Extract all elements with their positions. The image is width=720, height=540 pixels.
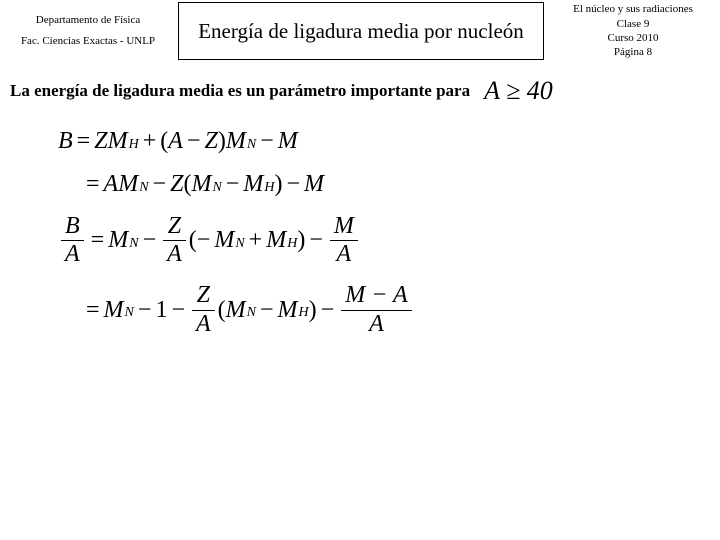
eq4-one: 1 [155, 297, 167, 324]
eq3-MN: M [108, 227, 128, 254]
eq2-minus2: − [226, 171, 240, 198]
eq3-rpar: ) [297, 227, 305, 254]
eq3-eq: = [91, 227, 105, 254]
eq3-num-B: B [61, 214, 84, 239]
eq3-num-Z: Z [164, 214, 185, 239]
eq-line-1: B = ZMH + ( A − Z ) MN − M [58, 128, 720, 155]
eq1-minus1: − [187, 128, 201, 155]
eq2-eq: = [86, 171, 100, 198]
eq3-plus: + [249, 227, 263, 254]
eq4-minus2: − [171, 297, 185, 324]
header-right: El núcleo y sus radiaciones Clase 9 Curs… [546, 0, 720, 62]
eq4-minus3: − [260, 297, 274, 324]
eq2-MH: M [243, 171, 263, 198]
eq4-subH: H [299, 305, 309, 321]
slide-title-box: Energía de ligadura media por nucleón [178, 2, 544, 60]
slide-title: Energía de ligadura media por nucleón [198, 19, 524, 44]
eq4-frac-MA: M − A A [341, 283, 411, 336]
eq4-num-MA: M − A [341, 283, 411, 308]
eq4-MN2: M [226, 297, 246, 324]
eq1-A: A [168, 128, 183, 155]
eq2-subN2: N [212, 180, 221, 196]
eq2-subN: N [139, 180, 148, 196]
course-title: El núcleo y sus radiaciones [573, 2, 693, 16]
eq-line-3: B A = MN − Z A ( − MN + MH ) − M A [58, 214, 720, 267]
eq3-subH: H [287, 236, 297, 252]
eq4-lpar: ( [218, 297, 226, 324]
eq3-frac-ZA: Z A [163, 214, 186, 267]
eq1-M: M [226, 128, 246, 155]
eq1-Z: Z [204, 128, 217, 155]
eq4-MH: M [278, 297, 298, 324]
eq4-frac-ZA: Z A [192, 283, 215, 336]
eq1-minus2: − [260, 128, 274, 155]
eq1-B: B [58, 128, 73, 155]
intro-row: La energía de ligadura media es un parám… [0, 62, 720, 112]
eq3-den-A3: A [333, 242, 356, 267]
eq1-plus: + [143, 128, 157, 155]
eq4-eq: = [86, 297, 100, 324]
eq3-neg: − [197, 227, 211, 254]
condition-math: A ≥ 40 [484, 76, 553, 106]
eq-line-4: = MN − 1 − Z A ( MN − MH ) − M − A A [82, 283, 720, 336]
course-year: Curso 2010 [607, 31, 658, 45]
eq3-MH: M [266, 227, 286, 254]
eq1-rpar: ) [218, 128, 226, 155]
dept-line: Departamento de Física [36, 13, 140, 28]
eq3-minus1: − [143, 227, 157, 254]
eq1-ZM: ZM [94, 128, 127, 155]
eq4-minus4: − [321, 297, 335, 324]
eq2-Z: Z [170, 171, 183, 198]
eq3-subN2: N [235, 236, 244, 252]
eq2-subH: H [264, 180, 274, 196]
class-number: Clase 9 [617, 17, 650, 31]
eq2-AM: AM [104, 171, 139, 198]
eq2-MN: M [191, 171, 211, 198]
eq4-minus1: − [138, 297, 152, 324]
eq3-subN: N [129, 236, 138, 252]
equation-block: B = ZMH + ( A − Z ) MN − M = AMN − Z ( M… [0, 112, 720, 337]
eq2-minus1: − [153, 171, 167, 198]
slide-header: Departamento de Física Fac. Ciencias Exa… [0, 0, 720, 62]
intro-text: La energía de ligadura media es un parám… [10, 81, 470, 101]
eq2-minus3: − [286, 171, 300, 198]
eq1-eq: = [77, 128, 91, 155]
eq3-frac-BA: B A [61, 214, 84, 267]
eq3-den-A: A [61, 242, 84, 267]
eq4-rpar: ) [309, 297, 317, 324]
eq3-frac-MA: M A [330, 214, 358, 267]
eq4-subN2: N [247, 305, 256, 321]
eq-line-2: = AMN − Z ( MN − MH ) − M [82, 171, 720, 198]
eq3-den-A2: A [163, 242, 186, 267]
eq3-num-M: M [330, 214, 358, 239]
eq1-subN: N [247, 137, 256, 153]
eq3-MN2: M [214, 227, 234, 254]
header-left: Departamento de Física Fac. Ciencias Exa… [0, 0, 176, 62]
eq4-MN: M [104, 297, 124, 324]
faculty-line: Fac. Ciencias Exactas - UNLP [21, 34, 155, 49]
eq1-subH: H [129, 137, 139, 153]
eq4-subN: N [125, 305, 134, 321]
eq2-rpar: ) [274, 171, 282, 198]
eq3-minus2: − [309, 227, 323, 254]
page-number: Página 8 [614, 45, 652, 59]
eq3-lpar: ( [189, 227, 197, 254]
eq4-den-A2: A [365, 312, 388, 337]
eq1-M2: M [278, 128, 298, 155]
eq4-den-A: A [192, 312, 215, 337]
eq4-num-Z: Z [193, 283, 214, 308]
eq2-M: M [304, 171, 324, 198]
